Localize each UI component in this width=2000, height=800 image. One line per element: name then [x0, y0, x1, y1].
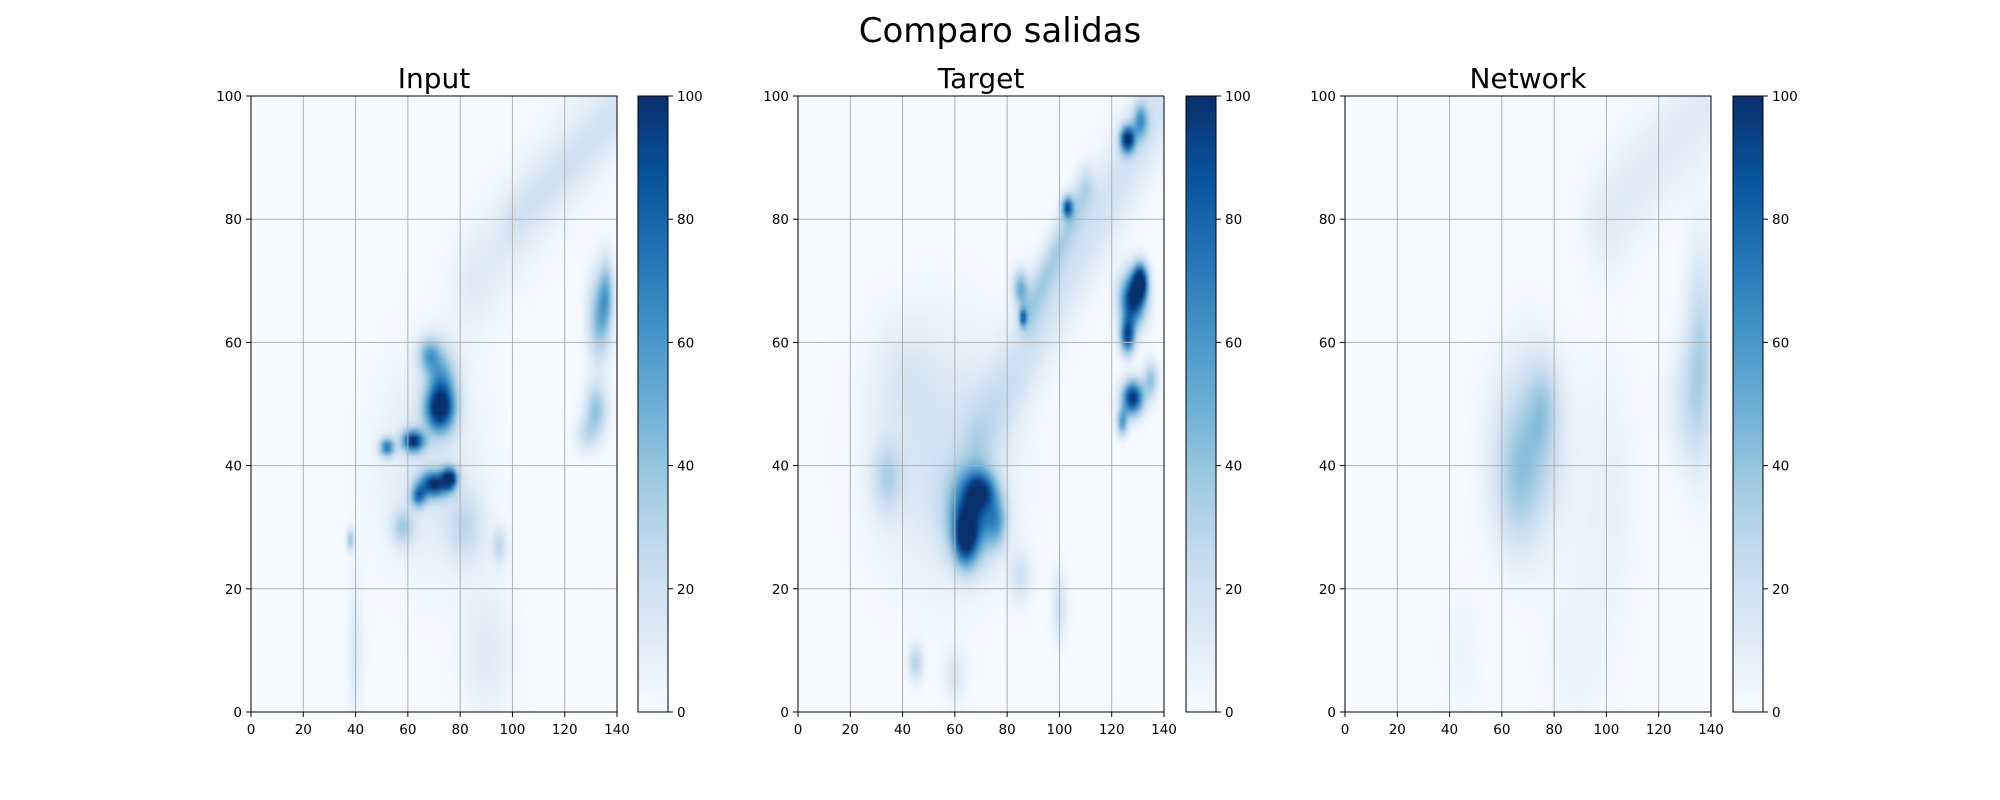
x-tick-label: 40 [894, 722, 911, 738]
x-tick-label: 120 [1099, 722, 1125, 738]
colorbar-tick-label: 80 [1772, 212, 1789, 228]
x-tick-label: 0 [794, 722, 803, 738]
panel-target: Target 0 20 40 60 80 100 120 140 0 20 40 60 80 100 0 20 4… [763, 62, 1251, 738]
x-tick-label: 20 [842, 722, 859, 738]
axes-frame [250, 95, 618, 713]
panel-title: Input [398, 62, 471, 95]
heatmap-image [798, 96, 1164, 712]
y-tick-label: 100 [216, 89, 242, 105]
heatmap-image [251, 96, 617, 712]
colorbar-tick-label: 80 [1225, 212, 1242, 228]
y-tick-label: 80 [772, 212, 789, 228]
colorbar [637, 95, 669, 713]
panel-network: Network 0 20 40 60 80 100 120 140 0 20 40 60 80 100 0 20… [1310, 62, 1798, 738]
x-tick-label: 120 [1646, 722, 1672, 738]
y-tick-label: 40 [225, 459, 242, 475]
x-tick-label: 100 [500, 722, 526, 738]
colorbar-tick-label: 40 [1772, 459, 1789, 475]
x-tick-label: 140 [1698, 722, 1724, 738]
x-tick-label: 60 [1493, 722, 1510, 738]
colorbar [1185, 95, 1217, 713]
y-tick-label: 0 [233, 705, 242, 721]
y-tick-label: 80 [225, 212, 242, 228]
y-tick-label: 60 [225, 335, 242, 351]
y-tick-label: 60 [772, 335, 789, 351]
colorbar-tick-label: 100 [1772, 89, 1798, 105]
y-tick-label: 20 [772, 582, 789, 598]
x-tick-label: 80 [999, 722, 1016, 738]
x-tick-label: 0 [1341, 722, 1350, 738]
panel-title: Target [937, 62, 1025, 95]
y-tick-label: 60 [1319, 335, 1336, 351]
x-tick-label: 20 [1389, 722, 1406, 738]
x-tick-label: 80 [1546, 722, 1563, 738]
y-tick-label: 20 [225, 582, 242, 598]
colorbar-tick-label: 100 [677, 89, 703, 105]
heatmap-image [1345, 96, 1711, 712]
axes-frame [797, 95, 1165, 713]
x-tick-label: 80 [452, 722, 469, 738]
y-tick-label: 40 [772, 459, 789, 475]
x-tick-label: 40 [347, 722, 364, 738]
x-tick-label: 140 [604, 722, 630, 738]
colorbar-tick-label: 40 [677, 459, 694, 475]
colorbar-tick-label: 40 [1225, 459, 1242, 475]
colorbar-tick-label: 60 [677, 335, 694, 351]
y-tick-label: 0 [780, 705, 789, 721]
y-tick-label: 40 [1319, 459, 1336, 475]
x-tick-label: 40 [1441, 722, 1458, 738]
x-tick-label: 120 [552, 722, 578, 738]
y-tick-label: 100 [763, 89, 789, 105]
colorbar-tick-label: 20 [1772, 582, 1789, 598]
x-tick-label: 60 [946, 722, 963, 738]
y-tick-label: 80 [1319, 212, 1336, 228]
figure-title: Comparo salidas [859, 11, 1142, 51]
x-tick-label: 20 [295, 722, 312, 738]
y-tick-label: 20 [1319, 582, 1336, 598]
colorbar-tick-label: 60 [1772, 335, 1789, 351]
x-tick-label: 100 [1047, 722, 1073, 738]
panel-title: Network [1470, 62, 1588, 95]
colorbar-tick-label: 20 [677, 582, 694, 598]
colorbar-tick-label: 20 [1225, 582, 1242, 598]
colorbar-tick-label: 0 [1225, 705, 1234, 721]
y-tick-label: 0 [1327, 705, 1336, 721]
colorbar-tick-label: 60 [1225, 335, 1242, 351]
colorbar-tick-label: 0 [1772, 705, 1781, 721]
colorbar-tick-label: 0 [677, 705, 686, 721]
colorbar-tick-label: 80 [677, 212, 694, 228]
y-tick-label: 100 [1310, 89, 1336, 105]
colorbar [1732, 95, 1764, 713]
x-tick-label: 140 [1151, 722, 1177, 738]
x-tick-label: 0 [247, 722, 256, 738]
colorbar-tick-label: 100 [1225, 89, 1251, 105]
x-tick-label: 100 [1594, 722, 1620, 738]
x-tick-label: 60 [399, 722, 416, 738]
axes-frame [1344, 95, 1712, 713]
panel-input: Input 0 20 40 60 80 100 120 140 0 20 40 60 80 100 0 20 40… [216, 62, 703, 738]
